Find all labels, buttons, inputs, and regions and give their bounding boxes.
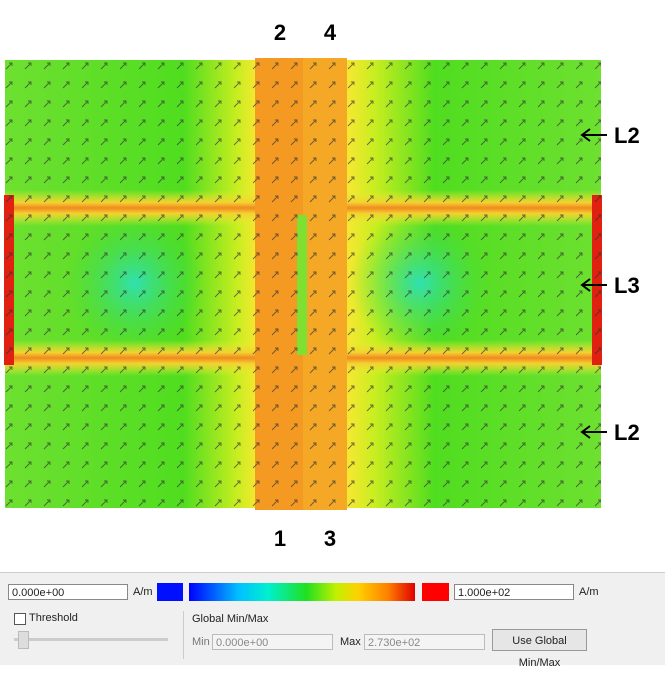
global-max: 2.730e+02 [364, 634, 485, 650]
color-scale [189, 583, 415, 601]
slider-handle[interactable] [18, 631, 29, 649]
max-label: Max [340, 636, 361, 648]
min-label: Min [192, 636, 210, 648]
colorbar-panel: 0.000e+00 A/m 1.000e+02 A/m Threshold Gl… [0, 572, 665, 669]
port-label: 2 [274, 20, 286, 45]
max-input[interactable]: 1.000e+02 [454, 584, 574, 600]
slider-track [14, 638, 168, 641]
pointer-arrows [580, 128, 607, 439]
vector-arrows [5, 60, 601, 508]
unit: A/m [579, 586, 599, 598]
layer-label: L3 [614, 273, 640, 298]
checkbox-label: Threshold [29, 612, 78, 624]
group-title: Global Min/Max [192, 613, 269, 625]
min-input[interactable]: 0.000e+00 [8, 584, 128, 600]
port-label: 4 [324, 20, 337, 45]
separator [183, 611, 184, 659]
max-color[interactable] [422, 583, 449, 601]
unit: A/m [133, 586, 153, 598]
layer-label: L2 [614, 123, 640, 148]
field-plot: 2 4 1 3 L2 L3 L2 [4, 20, 640, 551]
checkbox[interactable] [14, 613, 26, 625]
min-color[interactable] [157, 583, 183, 601]
global-min: 0.000e+00 [212, 634, 333, 650]
button[interactable]: Use Global Min/Max [492, 629, 587, 669]
layer-label: L2 [614, 420, 640, 445]
port-label: 1 [274, 526, 286, 551]
port-label: 3 [324, 526, 336, 551]
